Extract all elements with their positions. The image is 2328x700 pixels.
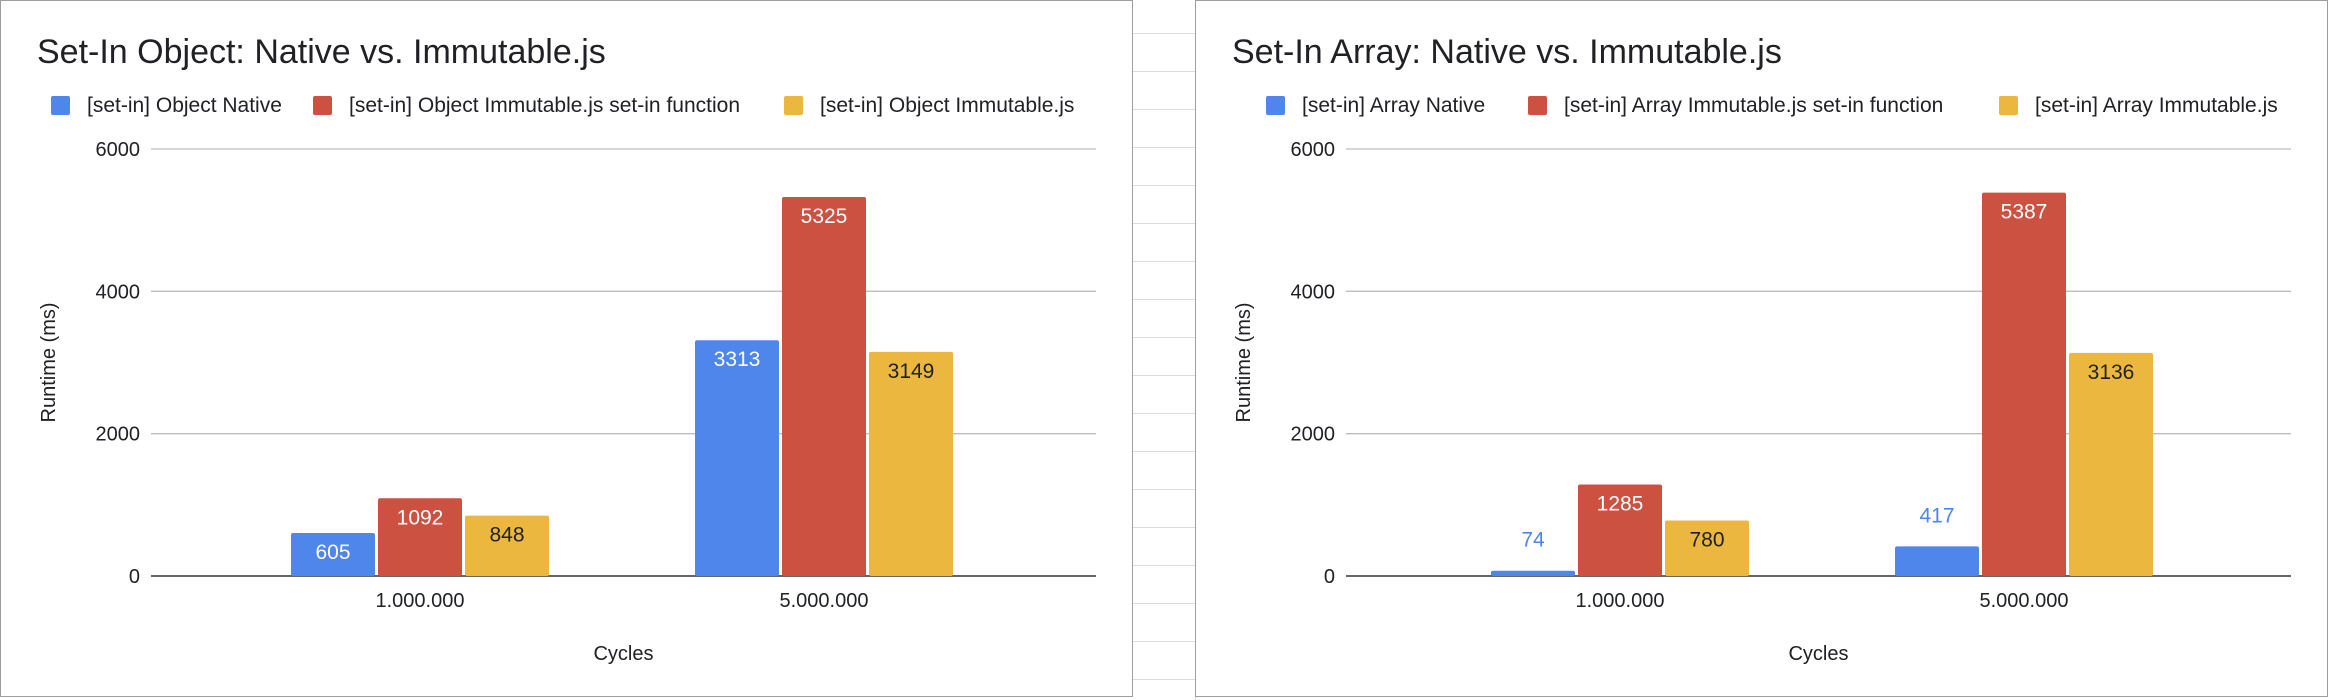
x-axis-ticks: 1.000.000 5.000.000	[376, 590, 869, 612]
chart-panel-object[interactable]: Set-In Object: Native vs. Immutable.js […	[0, 0, 1133, 697]
bar-set-in-array-immutable-js-set-in-function-5-000-000[interactable]	[1982, 192, 2066, 576]
bar-set-in-array-native-1-000-000[interactable]	[1491, 570, 1575, 576]
legend-label-2: [set-in] Array Immutable.js set-in funct…	[1564, 94, 1943, 117]
y-tick-2000: 2000	[96, 424, 141, 446]
data-label-set-in-array-immutable-js-set-in-function-1-000-000: 1285	[1597, 493, 1644, 516]
bars: 74 1285 780 417 5387 3136	[1491, 192, 2153, 576]
bar-set-in-array-immutable-js-set-in-function-1-000-000[interactable]	[1578, 484, 1662, 576]
legend-label-3: [set-in] Array Immutable.js	[2035, 94, 2278, 117]
data-label-set-in-object-immutable-js-set-in-function-1-000-000: 1092	[397, 506, 444, 529]
chart-array-svg: Set-In Array: Native vs. Immutable.js [s…	[1232, 33, 2291, 665]
x-tick-5-000-000: 5.000.000	[780, 590, 869, 612]
y-axis-ticks: 0 2000 4000 6000	[1291, 139, 1336, 588]
data-label-set-in-object-native-1-000-000: 605	[315, 541, 350, 564]
legend-swatch-2	[313, 96, 332, 115]
data-label-set-in-array-immutable-js-5-000-000: 3136	[2088, 361, 2135, 384]
legend-label-1: [set-in] Array Native	[1302, 94, 1485, 117]
data-label-set-in-array-native-5-000-000: 417	[1919, 504, 1954, 527]
legend-swatch-1	[51, 96, 70, 115]
y-axis-title: Runtime (ms)	[38, 302, 60, 422]
y-tick-2000: 2000	[1291, 424, 1336, 446]
legend-swatch-1	[1266, 96, 1285, 115]
chart-legend: [set-in] Object Native [set-in] Object Im…	[51, 94, 1074, 117]
y-tick-4000: 4000	[96, 281, 141, 303]
legend-label-3: [set-in] Object Immutable.js	[820, 94, 1074, 117]
legend-label-1: [set-in] Object Native	[87, 94, 282, 117]
y-axis-title: Runtime (ms)	[1233, 302, 1255, 422]
y-tick-0: 0	[129, 566, 140, 588]
legend-swatch-2	[1528, 96, 1547, 115]
y-tick-4000: 4000	[1291, 281, 1336, 303]
chart-title: Set-In Array: Native vs. Immutable.js	[1232, 33, 1782, 71]
bar-set-in-array-immutable-js-1-000-000[interactable]	[1665, 520, 1749, 576]
y-tick-6000: 6000	[1291, 139, 1336, 161]
chart-panel-array[interactable]: Set-In Array: Native vs. Immutable.js [s…	[1195, 0, 2328, 697]
x-axis-ticks: 1.000.000 5.000.000	[1576, 590, 2069, 612]
legend-label-2: [set-in] Object Immutable.js set-in func…	[349, 94, 740, 117]
bar-set-in-object-native-1-000-000[interactable]	[291, 532, 375, 576]
y-tick-6000: 6000	[96, 139, 141, 161]
data-label-set-in-object-native-5-000-000: 3313	[714, 348, 761, 371]
legend-swatch-3	[784, 96, 803, 115]
chart-object-svg: Set-In Object: Native vs. Immutable.js […	[37, 33, 1096, 665]
data-label-set-in-object-immutable-js-1-000-000: 848	[489, 524, 524, 547]
chart-legend: [set-in] Array Native [set-in] Array Immu…	[1266, 94, 2278, 117]
x-axis-title: Cycles	[1788, 643, 1848, 665]
bar-set-in-object-immutable-js-5-000-000[interactable]	[869, 351, 953, 576]
x-axis-title: Cycles	[593, 643, 653, 665]
bar-set-in-array-immutable-js-5-000-000[interactable]	[2069, 352, 2153, 576]
data-label-set-in-array-immutable-js-1-000-000: 780	[1689, 528, 1724, 551]
y-tick-0: 0	[1324, 566, 1335, 588]
data-label-set-in-object-immutable-js-5-000-000: 3149	[888, 360, 935, 383]
x-tick-5-000-000: 5.000.000	[1980, 590, 2069, 612]
y-axis-ticks: 0 2000 4000 6000	[96, 139, 141, 588]
bar-set-in-array-native-5-000-000[interactable]	[1895, 546, 1979, 576]
data-label-set-in-object-immutable-js-set-in-function-5-000-000: 5325	[801, 205, 848, 228]
data-label-set-in-array-immutable-js-set-in-function-5-000-000: 5387	[2001, 201, 2048, 224]
bar-set-in-object-immutable-js-set-in-function-5-000-000[interactable]	[782, 197, 866, 576]
chart-title: Set-In Object: Native vs. Immutable.js	[37, 33, 606, 71]
data-label-set-in-array-native-1-000-000: 74	[1521, 529, 1545, 552]
bar-set-in-object-immutable-js-set-in-function-1-000-000[interactable]	[378, 498, 462, 576]
spreadsheet-grid-background	[1131, 0, 1196, 700]
bar-set-in-object-immutable-js-1-000-000[interactable]	[465, 515, 549, 576]
grid-lines	[151, 148, 1096, 577]
x-tick-1-000-000: 1.000.000	[1576, 590, 1665, 612]
legend-swatch-3	[1999, 96, 2018, 115]
bar-set-in-object-native-5-000-000[interactable]	[695, 340, 779, 576]
bars: 605 1092 848 3313 5325 3149	[291, 197, 953, 576]
x-tick-1-000-000: 1.000.000	[376, 590, 465, 612]
